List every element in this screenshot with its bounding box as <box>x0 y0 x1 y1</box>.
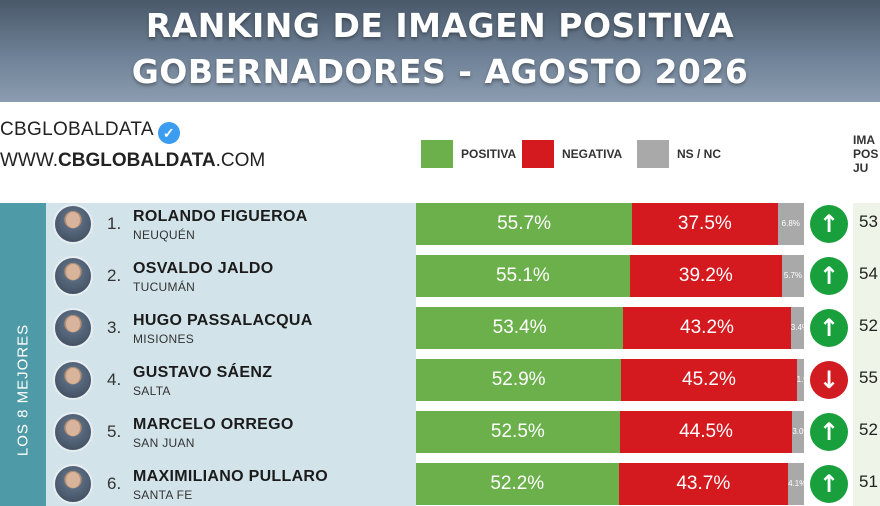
ranking-row: 1. ROLANDO FIGUEROA NEUQUÉN 55.7% 37.5% 6.8% ↑… <box>0 203 880 249</box>
arrow-up-icon: ↑ <box>810 257 848 295</box>
names-panel <box>46 203 416 506</box>
governor-name: GUSTAVO SÁENZ <box>133 364 273 381</box>
bar-segment-negativa: 39.2% <box>629 255 782 297</box>
website-bold: CBGLOBALDATA <box>58 150 216 171</box>
stacked-bar: 52.9%45.2%1.9 <box>416 359 804 401</box>
province-name: NEUQUÉN <box>133 228 196 242</box>
arrow-up-icon: ↑ <box>810 309 848 347</box>
rank-number: 3. <box>107 318 122 337</box>
legend-swatch-negativa <box>522 140 554 168</box>
bar-segment-positiva: 52.5% <box>416 411 620 453</box>
previous-value: 54 <box>859 264 878 283</box>
side-band <box>0 203 46 506</box>
title-line-2: GOBERNADORES - AGOSTO 2026 <box>131 52 749 91</box>
avatar <box>53 464 93 504</box>
bar-segment-negativa: 43.7% <box>618 463 789 505</box>
ranking-row: 6. MAXIMILIANO PULLARO SANTA FE 52.2% 43.7% 4… <box>0 463 880 506</box>
arrow-down-icon: ↓ <box>810 361 848 399</box>
avatar <box>53 360 93 400</box>
bar-segment-negativa: 45.2% <box>621 359 797 401</box>
bar-segment-nsnc: 4.1% <box>788 463 804 505</box>
website-prefix: WWW. <box>0 150 59 171</box>
rank-number: 4. <box>107 370 122 389</box>
title-banner: RANKING DE IMAGEN POSITIVA GOBERNADORES … <box>0 0 880 102</box>
previous-column-panel <box>853 203 880 506</box>
governor-name: ROLANDO FIGUEROA <box>133 208 308 225</box>
bar-segment-nsnc: 6.8% <box>777 203 804 245</box>
province-name: SANTA FE <box>133 488 193 502</box>
bar-segment-negativa: 37.5% <box>632 203 778 245</box>
previous-value: 51 <box>859 472 878 491</box>
stacked-bar: 52.5%44.5%3.0% <box>416 411 804 453</box>
arrow-up-icon: ↑ <box>810 205 848 243</box>
province-name: TUCUMÁN <box>133 280 196 294</box>
bar-segment-positiva: 53.4% <box>416 307 624 349</box>
legend-negativa: NEGATIVA <box>522 140 622 168</box>
avatar <box>53 308 93 348</box>
brand-handle: CBGLOBALDATA ✓ <box>0 119 180 144</box>
bar-segment-negativa: 44.5% <box>619 411 793 453</box>
rank-number: 6. <box>107 474 122 493</box>
arrow-up-icon: ↑ <box>810 465 848 503</box>
bar-segment-positiva: 52.2% <box>416 463 619 505</box>
previous-value: 52 <box>859 316 878 335</box>
brand-website: WWW.CBGLOBALDATA.COM <box>0 150 265 172</box>
bar-segment-positiva: 55.7% <box>416 203 633 245</box>
bar-segment-nsnc: 3.0% <box>792 411 804 453</box>
rank-number: 2. <box>107 266 122 285</box>
province-name: SAN JUAN <box>133 436 195 450</box>
previous-value: 55 <box>859 368 878 387</box>
stacked-bar: 55.1% 39.2% 5.7% <box>416 255 804 297</box>
governor-name: MARCELO ORREGO <box>133 416 294 433</box>
stacked-bar: 52.2%43.7%4.1% <box>416 463 804 505</box>
previous-value: 53 <box>859 212 878 231</box>
legend-nsnc: NS / NC <box>637 140 721 168</box>
bar-segment-negativa: 43.2% <box>623 307 791 349</box>
legend-swatch-positiva <box>421 140 453 168</box>
avatar <box>53 256 93 296</box>
avatar <box>53 412 93 452</box>
ranking-row: 3. HUGO PASSALACQUA MISIONES 53.4%43.2%3.4%… <box>0 307 880 353</box>
legend-swatch-nsnc <box>637 140 669 168</box>
bar-segment-nsnc: 5.7% <box>781 255 804 297</box>
governor-name: HUGO PASSALACQUA <box>133 312 313 329</box>
previous-column-header: IMA POS JU <box>853 133 879 175</box>
bar-segment-nsnc: 1.9 <box>796 359 804 401</box>
legend-label-nsnc: NS / NC <box>677 147 722 161</box>
bar-segment-positiva: 55.1% <box>416 255 630 297</box>
rank-number: 1. <box>107 214 122 233</box>
rank-number: 5. <box>107 422 122 441</box>
legend-label-negativa: NEGATIVA <box>562 147 623 161</box>
governor-name: MAXIMILIANO PULLARO <box>133 468 329 485</box>
province-name: SALTA <box>133 384 171 398</box>
stacked-bar: 53.4%43.2%3.4% <box>416 307 804 349</box>
previous-value: 52 <box>859 420 878 439</box>
bar-segment-positiva: 52.9% <box>416 359 622 401</box>
title-line-1: RANKING DE IMAGEN POSITIVA <box>145 6 735 45</box>
governor-name: OSVALDO JALDO <box>133 260 274 277</box>
avatar <box>53 204 93 244</box>
bar-segment-nsnc: 3.4% <box>790 307 804 349</box>
province-name: MISIONES <box>133 332 195 346</box>
brand-handle-text: CBGLOBALDATA <box>0 119 154 140</box>
website-suffix: .COM <box>215 150 266 171</box>
ranking-row: 2. OSVALDO JALDO TUCUMÁN 55.1% 39.2% 5.7% ↑ 54 <box>0 255 880 301</box>
legend-positiva: POSITIVA <box>421 140 516 168</box>
arrow-up-icon: ↑ <box>810 413 848 451</box>
stacked-bar: 55.7% 37.5% 6.8% <box>416 203 804 245</box>
legend-label-positiva: POSITIVA <box>461 147 517 161</box>
verified-check-icon: ✓ <box>157 122 180 144</box>
